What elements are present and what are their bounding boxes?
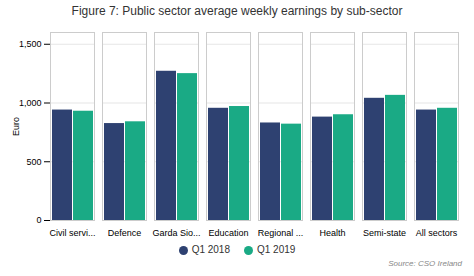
svg-text:Regional ...: Regional ...: [258, 228, 304, 238]
svg-text:Education: Education: [208, 228, 248, 238]
svg-text:Euro: Euro: [11, 117, 21, 136]
html-text:Source: CSO Ireland: Source: CSO Ireland: [388, 259, 462, 268]
svg-text:All sectors: All sectors: [416, 228, 458, 238]
html-text:Figure 7: Public sector averag: Figure 7: Public sector average weekly e…: [71, 4, 403, 18]
svg-text:500: 500: [26, 157, 41, 167]
svg-text:0: 0: [36, 215, 41, 225]
svg-text:Defence: Defence: [108, 228, 142, 238]
html-text:Q1 2019: Q1 2019: [257, 244, 296, 255]
svg-text:Health: Health: [319, 228, 345, 238]
svg-text:Civil servi...: Civil servi...: [49, 228, 95, 238]
html-text:Q1 2018: Q1 2018: [191, 244, 230, 255]
svg-text:1,000: 1,000: [19, 98, 42, 108]
svg-text:Semi-state: Semi-state: [363, 228, 406, 238]
svg-text:Garda Sio...: Garda Sio...: [152, 228, 200, 238]
svg-text:1,500: 1,500: [19, 39, 42, 49]
